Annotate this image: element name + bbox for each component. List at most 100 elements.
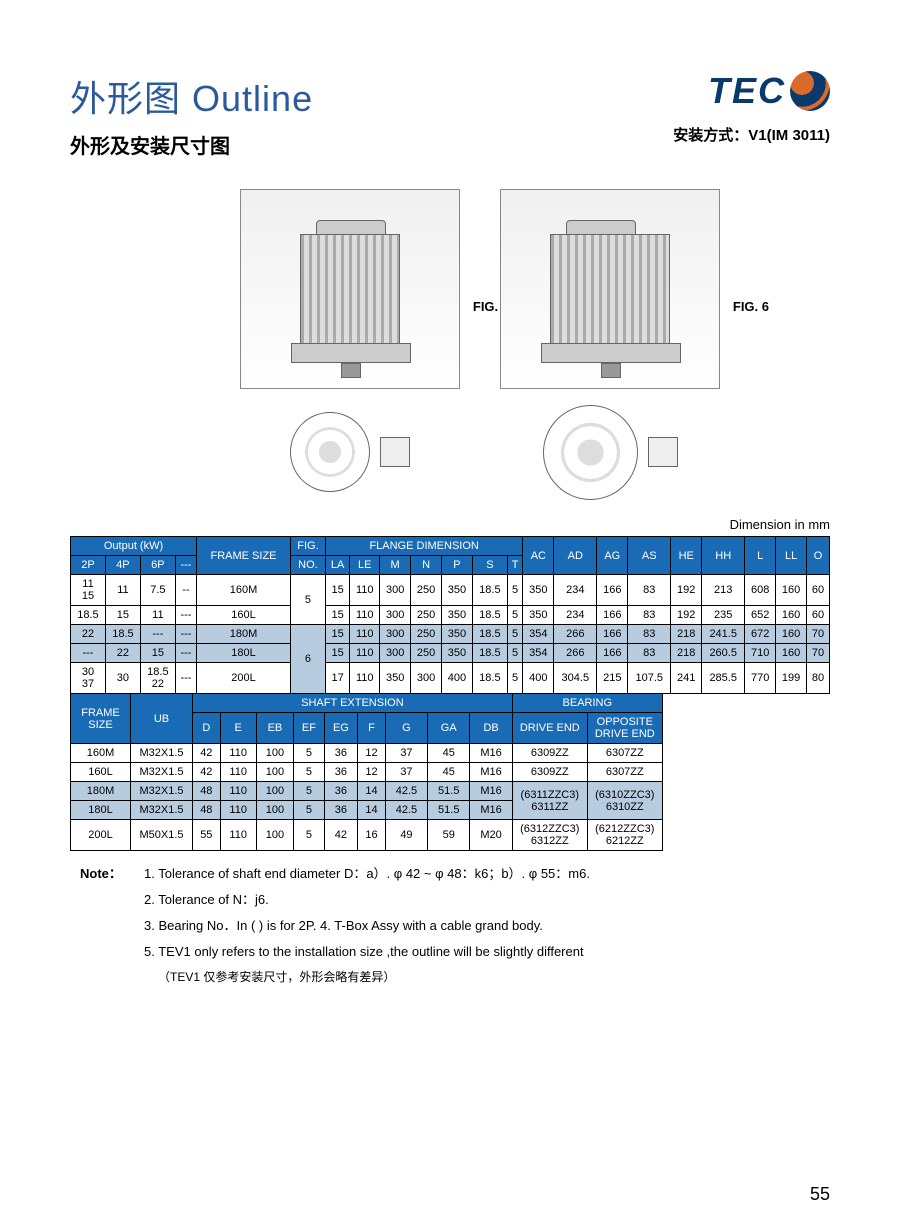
th-drive-end: DRIVE END <box>512 713 587 744</box>
th-ga: GA <box>428 713 470 744</box>
cell-value: 5 <box>294 801 325 820</box>
flange-circle-icon <box>290 412 370 492</box>
cell-value: 15 <box>325 575 349 606</box>
motor-body-icon <box>550 234 670 344</box>
cell-value: 14 <box>358 782 386 801</box>
cell-value: 235 <box>702 606 745 625</box>
cell-drive-end: (6311ZZC3)6311ZZ <box>512 782 587 820</box>
cell-value: 160 <box>776 606 807 625</box>
cell-value: 160 <box>776 644 807 663</box>
note-5: 5. TEV1 only refers to the installation … <box>80 939 830 965</box>
cell-value: 300 <box>380 625 411 644</box>
cell-drive-end: (6312ZZC3)6312ZZ <box>512 820 587 851</box>
cell-value: 160 <box>776 625 807 644</box>
motor-shaft-icon <box>341 363 361 378</box>
cell-value: 166 <box>597 644 628 663</box>
cell-output: --- <box>175 644 196 663</box>
cell-opp-drive-end: 6307ZZ <box>587 744 662 763</box>
note-row-1: Note： 1. Tolerance of shaft end diameter… <box>80 861 830 887</box>
cell-value: 350 <box>523 606 554 625</box>
table-row: 160LM32X1.542110100536123745M166309ZZ630… <box>71 763 663 782</box>
cell-value: 5 <box>507 625 523 644</box>
table-row: 180MM32X1.5481101005361442.551.5M16(6311… <box>71 782 663 801</box>
page-header: 外形图 Outline 外形及安装尺寸图 TEC 安装方式：V1(IM 3011… <box>70 70 830 159</box>
th-dashes: --- <box>175 556 196 575</box>
cell-figno: 6 <box>291 625 326 694</box>
cell-value: 110 <box>220 801 256 820</box>
cell-frame: 160L <box>197 606 291 625</box>
figure-6-column: FIG. 6 <box>500 189 720 507</box>
cell-ub: M50X1.5 <box>131 820 193 851</box>
figure-area: FIG. 5 FIG. 6 <box>70 189 830 507</box>
th-he: HE <box>671 537 702 575</box>
cell-value: 59 <box>428 820 470 851</box>
cell-value: 15 <box>325 606 349 625</box>
table-row: 160MM32X1.542110100536123745M166309ZZ630… <box>71 744 663 763</box>
cell-frame: 160L <box>71 763 131 782</box>
install-label: 安装方式： <box>673 127 748 144</box>
cell-value: 300 <box>380 644 411 663</box>
cell-value: M16 <box>470 782 512 801</box>
cell-value: 166 <box>597 575 628 606</box>
title-block: 外形图 Outline 外形及安装尺寸图 <box>70 70 313 159</box>
cell-value: 83 <box>628 606 671 625</box>
cell-value: 45 <box>428 744 470 763</box>
cell-value: 241 <box>671 663 702 694</box>
th-shaft: SHAFT EXTENSION <box>193 694 513 713</box>
cell-value: 37 <box>385 763 427 782</box>
page-number: 55 <box>810 1184 830 1205</box>
cell-value: 83 <box>628 575 671 606</box>
cell-value: 42.5 <box>385 801 427 820</box>
cell-output: 30 <box>105 663 140 694</box>
th-t: T <box>507 556 523 575</box>
cell-value: 14 <box>358 801 386 820</box>
th-g: G <box>385 713 427 744</box>
table2-head: FRAME SIZE UB SHAFT EXTENSION BEARING D … <box>71 694 663 744</box>
cell-value: 234 <box>554 575 597 606</box>
cell-value: 17 <box>325 663 349 694</box>
cell-frame: 200L <box>197 663 291 694</box>
cell-value: 48 <box>193 782 221 801</box>
cell-value: 18.5 <box>472 625 507 644</box>
cell-value: M16 <box>470 801 512 820</box>
cell-value: 250 <box>411 606 442 625</box>
th-le: LE <box>350 556 380 575</box>
th-ag: AG <box>597 537 628 575</box>
cell-value: 18.5 <box>472 606 507 625</box>
th-ub: UB <box>131 694 193 744</box>
cell-value: 42 <box>324 820 357 851</box>
cell-value: 300 <box>380 606 411 625</box>
cell-value: 5 <box>294 744 325 763</box>
cell-opp-drive-end: 6307ZZ <box>587 763 662 782</box>
note-2: 2. Tolerance of N：j6. <box>80 887 830 913</box>
cell-value: M16 <box>470 763 512 782</box>
cell-value: 18.5 <box>472 575 507 606</box>
cell-value: 160 <box>776 575 807 606</box>
cell-output: 7.5 <box>140 575 175 606</box>
th-eb: EB <box>256 713 293 744</box>
th-n: N <box>411 556 442 575</box>
motor-side-view-fig5: FIG. 5 <box>240 189 460 389</box>
cell-value: 710 <box>745 644 776 663</box>
table1-body: 1115117.5--160M51511030025035018.5535023… <box>71 575 830 694</box>
cell-value: 5 <box>294 782 325 801</box>
cell-output: 15 <box>105 606 140 625</box>
cell-value: 218 <box>671 625 702 644</box>
cell-value: 45 <box>428 763 470 782</box>
cell-value: 213 <box>702 575 745 606</box>
cell-output: 18.5 <box>71 606 106 625</box>
title-cn: 外形图 <box>70 78 181 119</box>
shaft-end-icon <box>648 437 678 467</box>
th-d: D <box>193 713 221 744</box>
figure-5-column: FIG. 5 <box>240 189 460 507</box>
th-frame2: FRAME SIZE <box>71 694 131 744</box>
th-2p: 2P <box>71 556 106 575</box>
page-root: 外形图 Outline 外形及安装尺寸图 TEC 安装方式：V1(IM 3011… <box>0 0 900 1019</box>
cell-opp-drive-end: (6310ZZC3)6310ZZ <box>587 782 662 820</box>
th-la: LA <box>325 556 349 575</box>
cell-value: 42 <box>193 763 221 782</box>
table-row: 200LM50X1.555110100542164959M20(6312ZZC3… <box>71 820 663 851</box>
cell-value: 100 <box>256 763 293 782</box>
page-subtitle: 外形及安装尺寸图 <box>70 130 313 159</box>
cell-value: 304.5 <box>554 663 597 694</box>
